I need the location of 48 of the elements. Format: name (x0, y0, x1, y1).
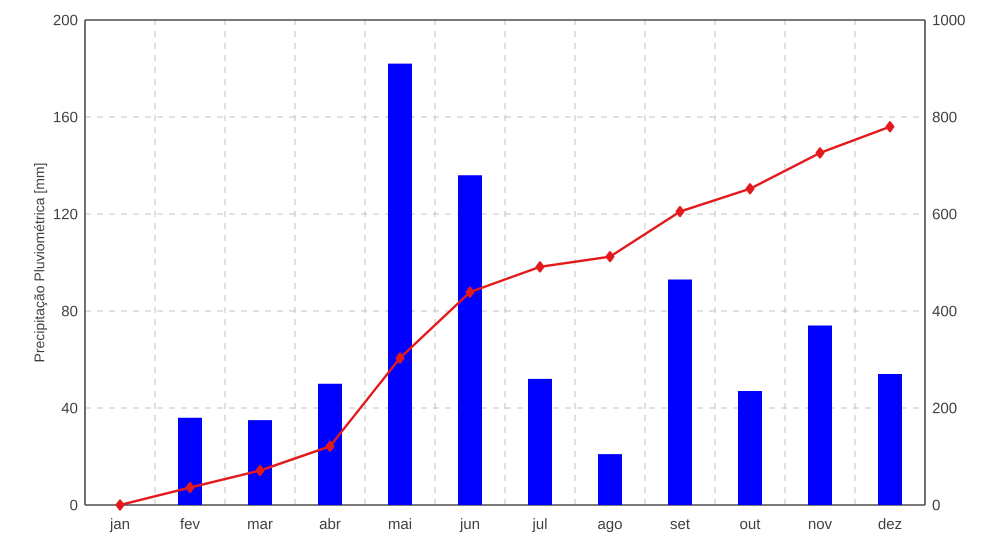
y-tick-label: 160 (54, 112, 78, 122)
x-tick-label: fev (180, 518, 200, 530)
point (396, 352, 404, 364)
y-tick-label: 40 (62, 402, 78, 414)
point (256, 464, 265, 476)
point (536, 261, 544, 272)
x-tick-label: set (670, 519, 690, 530)
y2-tick-label: 200 (932, 402, 956, 414)
bar (878, 374, 902, 505)
x-tick-label: ago (598, 520, 622, 532)
point (186, 482, 194, 494)
bar (738, 391, 762, 505)
x-tick-label: jan (110, 518, 130, 532)
point (676, 206, 685, 218)
y2-tick-label: 400 (932, 306, 956, 316)
point (466, 286, 475, 298)
y-tick-label: 80 (62, 306, 78, 316)
point (886, 121, 894, 132)
point (326, 440, 334, 452)
x-tick-label: mai (388, 518, 412, 530)
bar (458, 175, 482, 505)
bar (528, 378, 552, 505)
bar (668, 279, 692, 505)
point (746, 183, 754, 194)
bar (318, 384, 342, 505)
x-tick-label: out (740, 519, 760, 530)
x-tick-label: nov (808, 520, 832, 530)
bar (598, 454, 622, 505)
y-tick-label: 120 (54, 208, 78, 220)
bar (178, 418, 202, 505)
x-tick-label: jun (460, 518, 480, 532)
point (116, 499, 124, 511)
y-tick-label: 0 (70, 500, 78, 510)
bar (388, 64, 412, 505)
y-tick-label: 200 (54, 14, 78, 26)
x-tick-label: mar (248, 520, 273, 530)
x-tick-label: abr (320, 518, 341, 530)
point (606, 251, 614, 262)
bar (248, 420, 272, 505)
point (816, 147, 824, 158)
bar (808, 326, 832, 505)
x-tick-label: jul (532, 518, 546, 532)
x-tick-label: dez (878, 518, 902, 530)
y2-tick-label: 800 (932, 112, 956, 122)
y2-tick-label: 600 (932, 208, 956, 220)
y2-tick-label: 0 (932, 500, 940, 510)
y2-tick-label: 1000 (933, 14, 965, 26)
y-axis-title: Precipitação Pluviométrica [mm] (34, 164, 48, 362)
